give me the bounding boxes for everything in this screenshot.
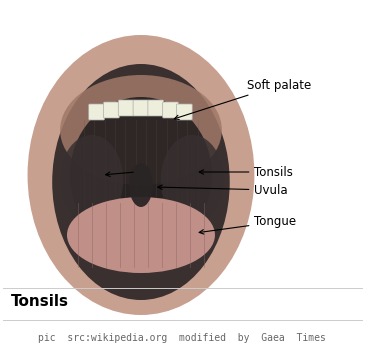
- Text: Soft palate: Soft palate: [174, 78, 312, 120]
- Ellipse shape: [60, 135, 123, 225]
- FancyBboxPatch shape: [118, 100, 134, 116]
- Ellipse shape: [161, 135, 224, 225]
- Ellipse shape: [70, 97, 212, 253]
- Text: Tongue: Tongue: [199, 216, 296, 234]
- FancyBboxPatch shape: [163, 102, 178, 118]
- Ellipse shape: [67, 197, 215, 273]
- FancyBboxPatch shape: [176, 104, 192, 120]
- Ellipse shape: [129, 163, 153, 207]
- FancyBboxPatch shape: [133, 100, 149, 116]
- FancyBboxPatch shape: [148, 100, 164, 116]
- Ellipse shape: [27, 35, 254, 315]
- Ellipse shape: [60, 75, 222, 185]
- Ellipse shape: [52, 64, 230, 300]
- Text: pic  src:wikipedia.org  modified  by  Gaea  Times: pic src:wikipedia.org modified by Gaea T…: [38, 333, 326, 343]
- Text: Uvula: Uvula: [158, 183, 288, 196]
- FancyBboxPatch shape: [89, 104, 104, 120]
- Text: Tonsils: Tonsils: [199, 166, 293, 178]
- FancyBboxPatch shape: [104, 102, 119, 118]
- Text: Tonsils: Tonsils: [11, 294, 69, 309]
